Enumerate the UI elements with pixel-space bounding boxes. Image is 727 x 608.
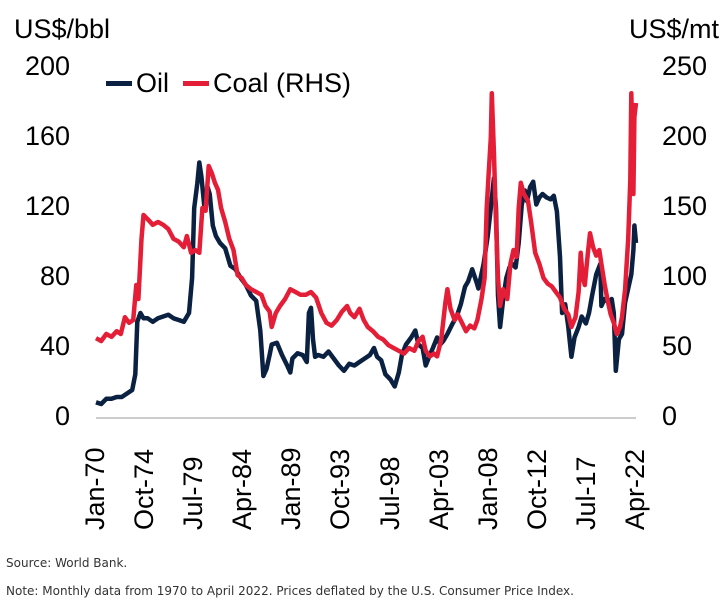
legend-item-oil: Oil bbox=[106, 68, 169, 99]
x-tick-label: Oct-74 bbox=[129, 448, 160, 530]
y-tick-right: 150 bbox=[662, 191, 708, 221]
y-tick-right: 50 bbox=[662, 331, 693, 361]
source-note: Source: World Bank. bbox=[6, 556, 128, 570]
x-tick-label: Jan-89 bbox=[276, 447, 307, 530]
y-tick-left: 160 bbox=[24, 121, 70, 151]
y-tick-left: 40 bbox=[39, 331, 70, 361]
footnote: Note: Monthly data from 1970 to April 20… bbox=[6, 584, 574, 598]
x-tick-label: Jan-70 bbox=[80, 447, 110, 530]
x-tick-label: Apr-22 bbox=[620, 448, 650, 530]
legend: Oil Coal (RHS) bbox=[106, 68, 365, 99]
x-tick-label: Apr-03 bbox=[423, 448, 454, 530]
y-tick-left: 0 bbox=[54, 401, 70, 431]
y-tick-left: 80 bbox=[39, 261, 70, 291]
x-tick-label: Oct-93 bbox=[325, 448, 356, 530]
y-tick-left: 120 bbox=[24, 191, 70, 221]
y-tick-right: 100 bbox=[662, 261, 708, 291]
series-line-oil bbox=[95, 160, 639, 407]
legend-swatch-coal bbox=[183, 81, 209, 86]
y-tick-right: 0 bbox=[662, 401, 678, 431]
series-line-coal bbox=[94, 90, 639, 359]
x-tick-label: Jul-17 bbox=[570, 456, 601, 530]
legend-swatch-oil bbox=[106, 81, 132, 86]
y-tick-right: 200 bbox=[662, 121, 708, 151]
legend-label-oil: Oil bbox=[136, 68, 169, 98]
x-tick-label: Apr-84 bbox=[227, 448, 258, 530]
x-tick-label: Jul-98 bbox=[374, 456, 405, 530]
x-tick-label: Oct-12 bbox=[521, 448, 552, 530]
right-axis-unit-label: US$/mt bbox=[628, 14, 719, 44]
x-tick-label: Jul-79 bbox=[178, 456, 209, 530]
x-tick-label: Jan-08 bbox=[472, 447, 503, 530]
legend-label-coal: Coal (RHS) bbox=[213, 68, 352, 98]
y-tick-right: 250 bbox=[662, 51, 708, 81]
y-tick-left: 200 bbox=[24, 51, 70, 81]
legend-item-coal: Coal (RHS) bbox=[183, 68, 351, 99]
left-axis-unit-label: US$/bbl bbox=[14, 14, 111, 44]
